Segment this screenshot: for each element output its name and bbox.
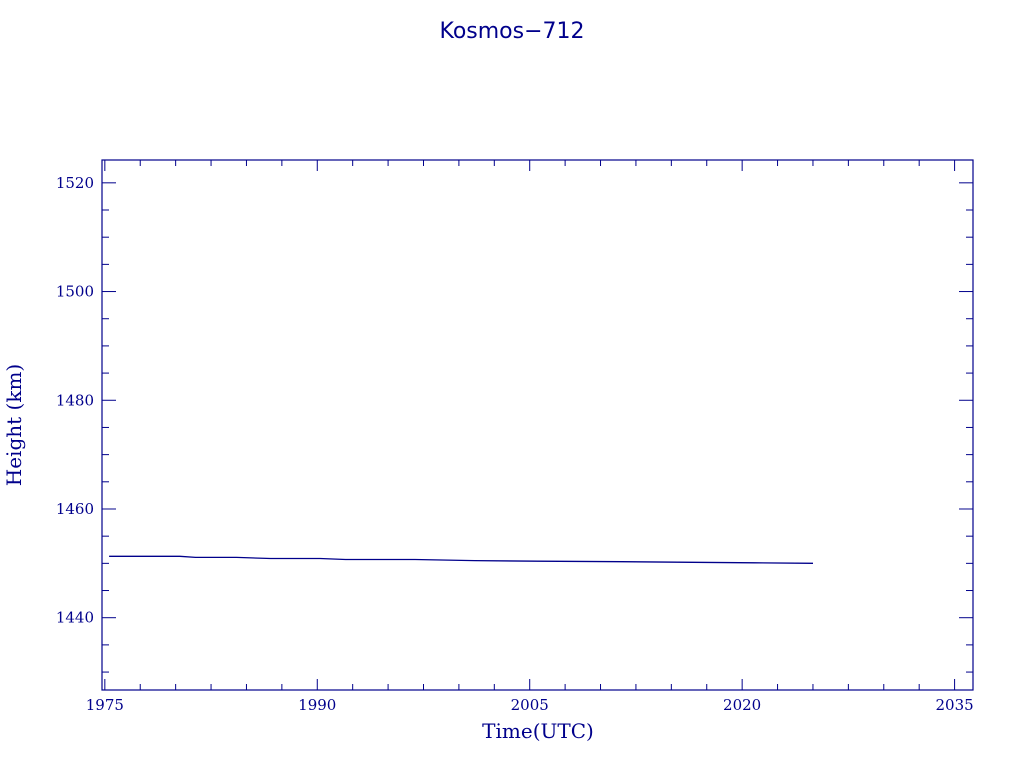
y-tick-label: 1440: [56, 609, 94, 627]
axis-ticks: [102, 160, 973, 690]
x-tick-label: 1975: [86, 696, 124, 714]
y-tick-label: 1520: [56, 174, 94, 192]
tick-labels: 1975 1990 2005 2020 2035 1440 1460 1480 1500 1520: [56, 174, 974, 714]
y-tick-label: 1480: [56, 391, 94, 409]
series-line-0: [109, 555, 814, 564]
x-tick-label: 2005: [511, 696, 549, 714]
x-tick-label: 1990: [298, 696, 336, 714]
y-tick-label: 1500: [56, 283, 94, 301]
y-tick-label: 1460: [56, 500, 94, 518]
x-tick-label: 2035: [935, 696, 973, 714]
y-axis-label: Height (km): [2, 364, 26, 486]
x-tick-label: 2020: [723, 696, 761, 714]
series-layer: [109, 555, 814, 564]
plot-frame: [101, 159, 974, 691]
x-axis-label: Time(UTC): [482, 719, 594, 743]
chart-title: Kosmos−712: [439, 19, 584, 44]
